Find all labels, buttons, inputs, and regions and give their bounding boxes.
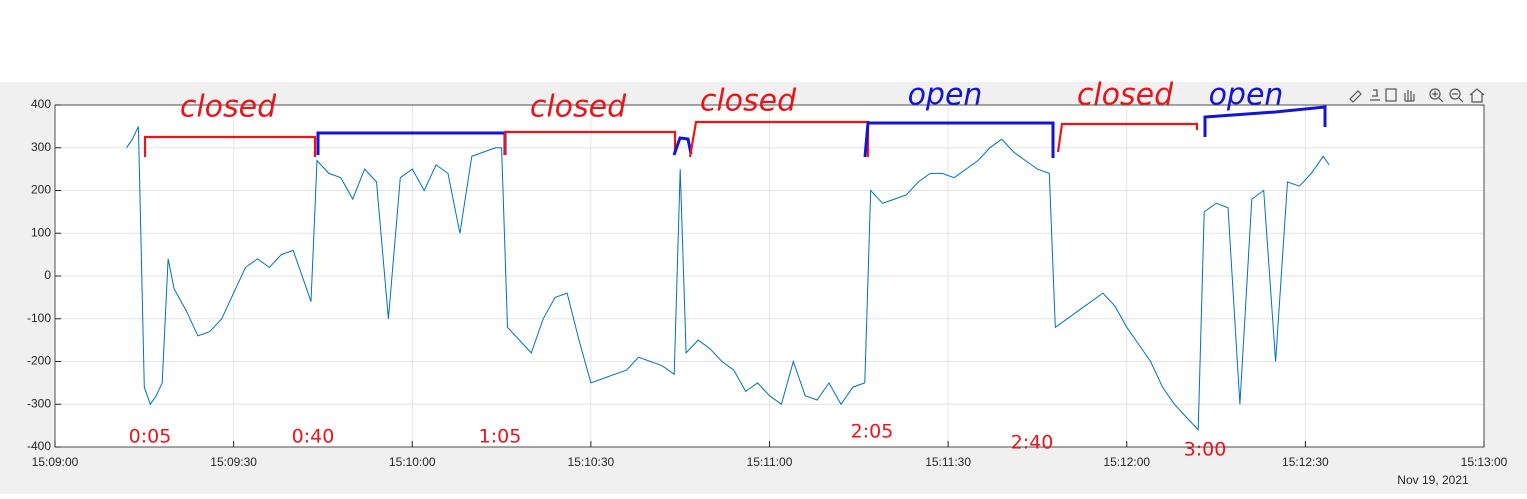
annotation: 1:05 <box>479 426 522 448</box>
zoom-out-icon[interactable] <box>1449 88 1461 100</box>
annotation: 2:40 <box>1011 432 1054 454</box>
plot-area: -400 -300 -200 -100 0 100 200 300 400 15:09:00 15:… <box>27 97 1508 469</box>
annotation: closed <box>530 90 627 125</box>
y-tick-label: 0 <box>44 268 51 282</box>
y-tick-label: -200 <box>27 354 51 368</box>
handwritten-annotations: closed closed closed open closed open 0:05 0:40… <box>129 78 1284 461</box>
annotation: 0:05 <box>129 426 172 448</box>
datatip-icon[interactable] <box>1370 89 1380 101</box>
annotation: open <box>908 78 983 113</box>
annotation: closed <box>700 84 797 119</box>
y-tick-label: 100 <box>31 225 51 239</box>
x-tick-label: 15:09:30 <box>210 455 257 469</box>
y-tick-label: -100 <box>27 311 51 325</box>
axes-box <box>54 104 1485 448</box>
pan-icon[interactable] <box>1404 90 1415 102</box>
y-tick-label: -400 <box>27 439 51 453</box>
x-tick-label: 15:10:00 <box>389 455 436 469</box>
x-tick-label: 15:10:30 <box>568 455 615 469</box>
x-tick-label: 15:13:00 <box>1461 455 1508 469</box>
annotation: open <box>1209 78 1284 113</box>
x-tick-label: 15:11:30 <box>925 455 971 469</box>
x-tick-label: 15:12:30 <box>1282 455 1329 469</box>
data-line <box>126 126 1330 432</box>
brush-icon[interactable] <box>1349 90 1362 103</box>
bracket-annotations <box>143 105 1327 158</box>
annotation: closed <box>1077 78 1174 113</box>
x-tick-label: 15:09:00 <box>32 455 79 469</box>
annotation: 3:00 <box>1184 439 1227 461</box>
y-tick-label: -300 <box>27 396 51 410</box>
zoom-in-icon[interactable] <box>1429 88 1441 100</box>
annotation: 0:40 <box>292 426 335 448</box>
annotation: closed <box>180 90 277 125</box>
x-tick-label: 15:12:00 <box>1103 455 1150 469</box>
annotation: 2:05 <box>851 421 894 443</box>
toolbar <box>1349 88 1485 103</box>
y-tick-label: 400 <box>31 97 51 111</box>
y-tick-label: 200 <box>31 183 51 197</box>
x-tick-label: 15:11:00 <box>747 455 793 469</box>
x-axis-date: Nov 19, 2021 <box>1397 473 1469 487</box>
home-icon[interactable] <box>1469 88 1485 103</box>
y-tick-label: 300 <box>31 140 51 154</box>
legend-icon[interactable] <box>1385 88 1397 102</box>
